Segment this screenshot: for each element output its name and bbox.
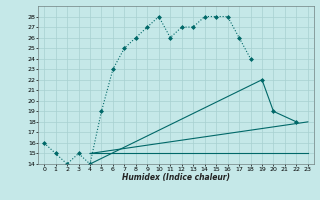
X-axis label: Humidex (Indice chaleur): Humidex (Indice chaleur) [122, 173, 230, 182]
